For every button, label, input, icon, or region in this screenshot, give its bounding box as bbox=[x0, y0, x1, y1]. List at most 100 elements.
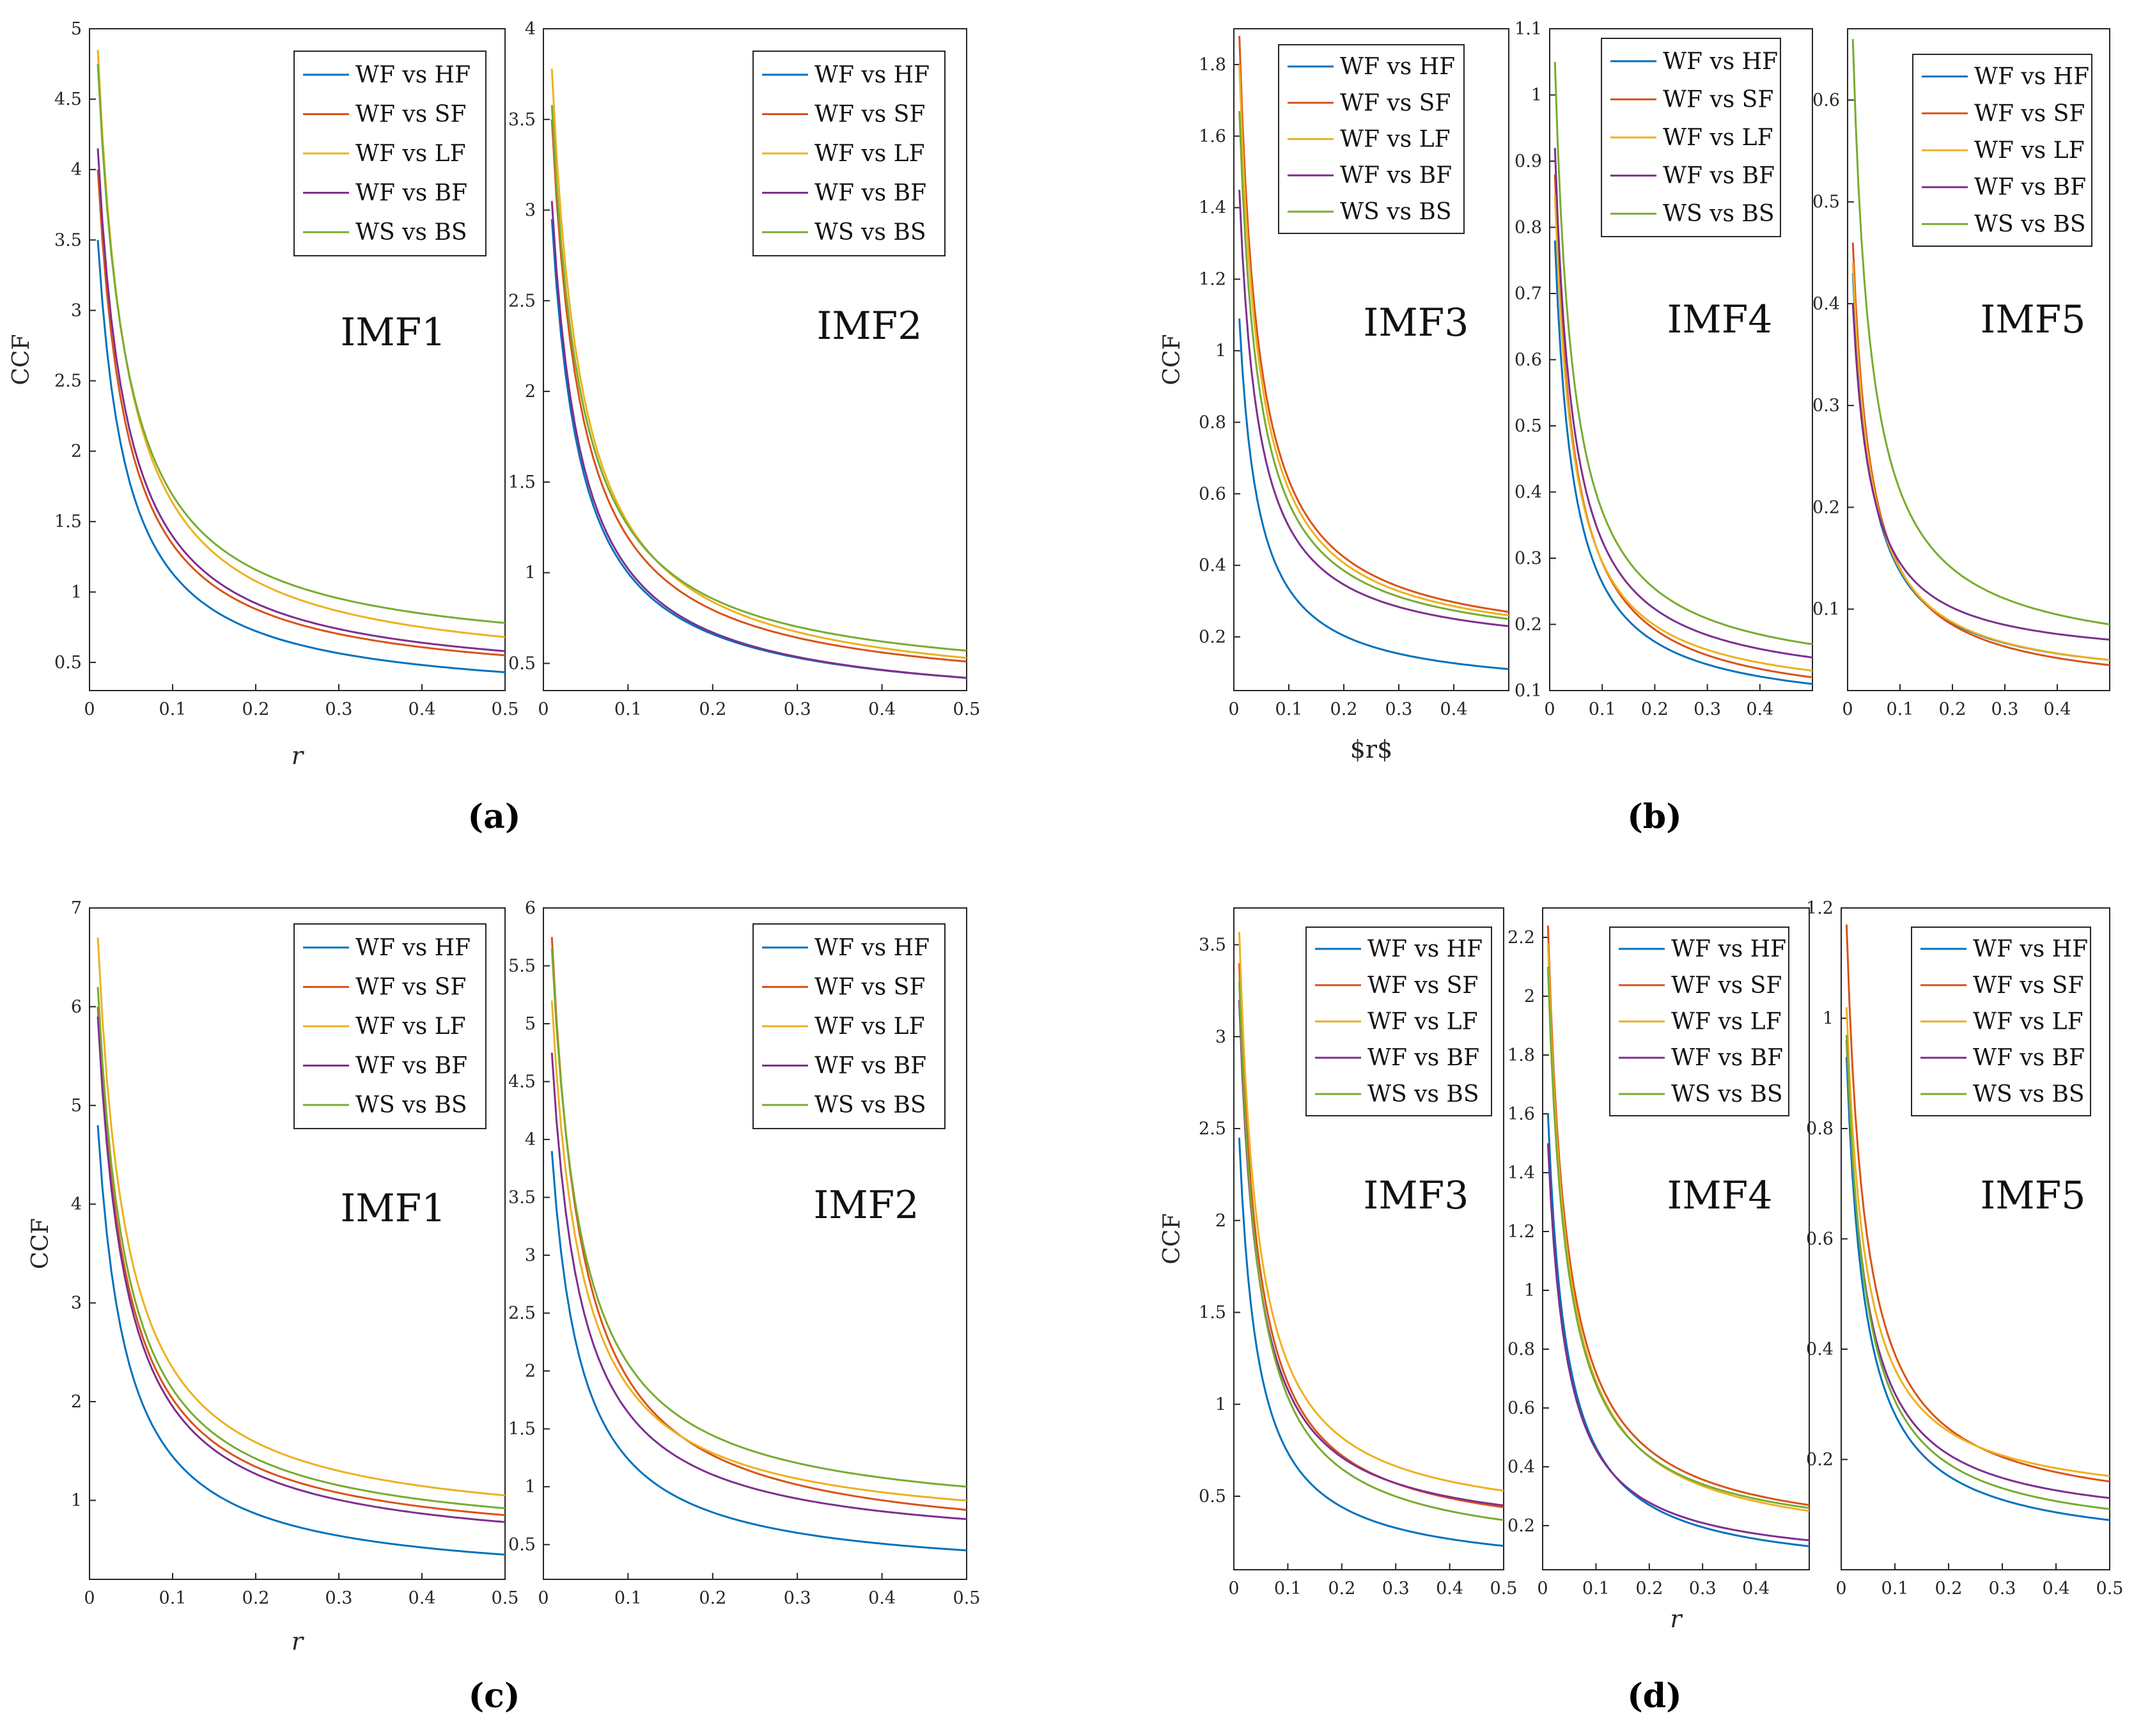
x-tick-label: 0.5 bbox=[2096, 1579, 2124, 1599]
y-tick-label: 1 bbox=[525, 1477, 536, 1497]
x-tick-label: 0.3 bbox=[784, 700, 811, 719]
series-line-wf-vs-hf bbox=[1554, 240, 1813, 685]
x-tick-label: 0.4 bbox=[409, 700, 436, 719]
y-tick-label: 0.4 bbox=[1812, 294, 1840, 314]
y-tick-label: 5.5 bbox=[508, 957, 536, 976]
x-tick-label: 0.1 bbox=[159, 700, 187, 719]
x-tick-label: 0.4 bbox=[1440, 700, 1468, 719]
legend-entry: WF vs SF bbox=[1663, 86, 1773, 113]
y-tick-label: 0.4 bbox=[1515, 483, 1542, 503]
series-line-wf-vs-bf bbox=[1845, 1040, 2110, 1499]
series-line-wf-vs-lf bbox=[1546, 943, 1810, 1512]
series-line-wf-vs-hf bbox=[97, 240, 506, 673]
legend-entry: WF vs BF bbox=[355, 1053, 467, 1079]
y-tick-label: 4 bbox=[525, 1130, 536, 1150]
subplot-title: IMF1 bbox=[341, 1186, 446, 1231]
legend-entry: WF vs SF bbox=[1671, 973, 1782, 999]
x-axis-label: r bbox=[292, 1627, 305, 1655]
y-tick-label: 3 bbox=[71, 301, 82, 320]
series-line-wf-vs-lf bbox=[1851, 263, 2110, 661]
y-tick-label: 1.2 bbox=[1806, 898, 1834, 918]
y-tick-label: 0.8 bbox=[1507, 1340, 1535, 1359]
subplot-c2: 0 0.1 0.2 0.3 0.4 0.5 0.5 1 1.5 2 2.5 3 3.5 4 4.5 5 5.5 6… bbox=[508, 898, 980, 1608]
legend: WF vs HF WF vs SF WF vs LF WF vs BF WS vs BS bbox=[293, 923, 487, 1129]
series-line-wf-vs-bf bbox=[97, 148, 506, 652]
legend-entry: WF vs LF bbox=[1671, 1009, 1782, 1035]
legend: WF vs HF WF vs SF WF vs LF WF vs BF WS vs BS bbox=[293, 51, 487, 256]
y-tick-label: 2 bbox=[71, 442, 82, 462]
y-tick-label: 2 bbox=[71, 1392, 82, 1412]
subplot-a2: 0 0.1 0.2 0.3 0.4 0.5 0.5 1 1.5 2 2.5 3 3.5 4 IMF2 WF v… bbox=[508, 19, 980, 719]
y-tick-label: 4 bbox=[71, 160, 82, 180]
y-tick-label: 0.3 bbox=[1515, 549, 1542, 568]
x-tick-label: 0.1 bbox=[1881, 1579, 1909, 1599]
legend-entry: WF vs BF bbox=[1663, 163, 1775, 189]
y-tick-label: 5 bbox=[525, 1014, 536, 1034]
y-tick-label: 2 bbox=[1524, 987, 1535, 1006]
y-tick-label: 1.5 bbox=[508, 473, 536, 492]
subplot-title: IMF5 bbox=[1981, 1173, 2086, 1218]
series-line-wf-vs-lf bbox=[1238, 64, 1509, 616]
y-tick-label: 1.1 bbox=[1515, 19, 1542, 39]
subplot-title: IMF5 bbox=[1981, 297, 2086, 342]
legend-entry: WF vs SF bbox=[355, 101, 466, 127]
legend-entry: WF vs SF bbox=[1367, 973, 1478, 999]
y-tick-label: 0.8 bbox=[1199, 412, 1226, 432]
x-tick-label: 0.3 bbox=[1689, 1579, 1717, 1599]
y-tick-label: 0.5 bbox=[508, 653, 536, 673]
x-tick-label: 0 bbox=[1537, 1579, 1548, 1599]
subplot-title: IMF3 bbox=[1364, 1173, 1469, 1218]
x-tick-label: 0.2 bbox=[1935, 1579, 1963, 1599]
x-tick-label: 0.2 bbox=[1328, 1579, 1355, 1599]
legend-entry: WF vs LF bbox=[814, 141, 925, 167]
y-tick-label: 5 bbox=[71, 19, 82, 39]
series-line-wf-vs-hf bbox=[1845, 1056, 2110, 1521]
legend-entry: WF vs HF bbox=[814, 935, 930, 961]
subplot-d3: 0 0.1 0.2 0.3 0.4 0.5 0.2 0.4 0.6 0.8 1 1.2 IMF5 WF v… bbox=[1806, 898, 2123, 1599]
y-tick-label: 2.5 bbox=[54, 371, 82, 391]
x-tick-label: 0.3 bbox=[784, 1588, 811, 1608]
series-line-ws-vs-bs bbox=[1238, 111, 1509, 620]
x-tick-label: 0.4 bbox=[868, 1588, 896, 1608]
x-tick-label: 0.3 bbox=[1385, 700, 1413, 719]
subplot-title: IMF4 bbox=[1667, 297, 1773, 342]
legend-entry: WF vs SF bbox=[1974, 100, 2085, 127]
x-tick-label: 0.1 bbox=[1589, 700, 1616, 719]
series-line-ws-vs-bs bbox=[1845, 1035, 2110, 1510]
series-line-wf-vs-hf bbox=[550, 219, 967, 679]
series-line-ws-vs-bs bbox=[1238, 981, 1504, 1521]
y-tick-label: 0.1 bbox=[1515, 681, 1542, 701]
x-tick-label: 0.2 bbox=[1939, 700, 1967, 719]
axes-box bbox=[89, 907, 506, 1580]
series-line-wf-vs-sf bbox=[1554, 174, 1813, 678]
y-tick-label: 0.4 bbox=[1806, 1340, 1834, 1359]
y-axis-label: CCF bbox=[8, 334, 35, 385]
y-tick-label: 0.9 bbox=[1515, 152, 1542, 171]
y-tick-label: 6 bbox=[71, 997, 82, 1017]
x-tick-label: 0.4 bbox=[868, 700, 896, 719]
series-line-wf-vs-bf bbox=[550, 1052, 967, 1521]
x-tick-label: 0.1 bbox=[159, 1588, 187, 1608]
legend-entry: WF vs HF bbox=[814, 62, 930, 88]
series-line-ws-vs-bs bbox=[550, 948, 967, 1488]
axes-box bbox=[89, 28, 506, 691]
legend: WF vs HF WF vs SF WF vs LF WF vs BF WS vs BS bbox=[1305, 927, 1492, 1116]
legend-entry: WF vs HF bbox=[355, 935, 471, 961]
y-tick-label: 0.8 bbox=[1806, 1119, 1834, 1139]
y-tick-label: 0.5 bbox=[1199, 1487, 1226, 1506]
y-tick-label: 3.5 bbox=[54, 230, 82, 250]
series-line-wf-vs-hf bbox=[1238, 318, 1509, 670]
x-tick-label: 0.2 bbox=[699, 700, 726, 719]
legend-entry: WF vs BF bbox=[814, 1053, 926, 1079]
legend-entry: WF vs LF bbox=[1367, 1009, 1478, 1035]
y-tick-label: 2 bbox=[1215, 1211, 1226, 1231]
legend: WF vs HF WF vs SF WF vs LF WF vs BF WS vs BS bbox=[1278, 44, 1465, 234]
legend-entry: WF vs SF bbox=[814, 101, 925, 127]
y-tick-label: 0.5 bbox=[508, 1535, 536, 1555]
x-tick-label: 0.2 bbox=[1330, 700, 1358, 719]
subplot-d1: 0 0.1 0.2 0.3 0.4 0.5 0.5 1 1.5 2 2.5 3 3.5 CCF IMF3 WF… bbox=[1159, 907, 1517, 1599]
legend-entry: WF vs HF bbox=[355, 62, 471, 88]
x-tick-label: 0 bbox=[84, 1588, 95, 1608]
y-tick-label: 2.5 bbox=[508, 1304, 536, 1324]
series-line-wf-vs-lf bbox=[550, 1000, 967, 1502]
